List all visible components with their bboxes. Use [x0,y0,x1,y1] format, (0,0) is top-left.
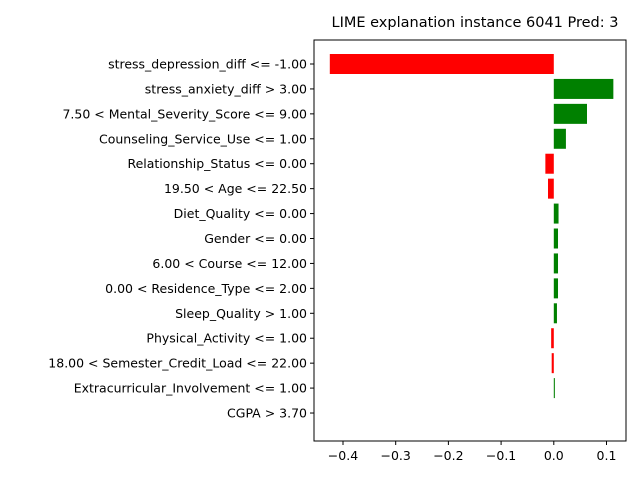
chart-title: LIME explanation instance 6041 Pred: 3 [332,15,619,31]
y-tick-label: stress_anxiety_diff > 3.00 [145,81,307,96]
x-tick-label: −0.4 [328,448,358,463]
y-tick-label: Counseling_Service_Use <= 1.00 [99,131,307,146]
bar [553,378,555,399]
bar [553,303,557,324]
y-tick-label: 19.50 < Age <= 22.50 [164,181,307,196]
y-tick-label: CGPA > 3.70 [227,406,307,421]
x-tick-label: −0.2 [433,448,463,463]
x-tick-label: 0.0 [544,448,564,463]
y-tick-label: Diet_Quality <= 0.00 [174,206,307,221]
x-tick-label: −0.3 [381,448,411,463]
bar [548,178,554,199]
bar [553,228,559,249]
y-tick-label: stress_depression_diff <= -1.00 [108,57,307,72]
bar [553,103,587,124]
bar [545,153,554,174]
x-tick-label: −0.1 [486,448,516,463]
y-tick-label: 6.00 < Course <= 12.00 [152,256,307,271]
bar [551,328,554,349]
bar [551,353,554,374]
y-tick-label: 7.50 < Mental_Severity_Score <= 9.00 [62,106,307,121]
bar [553,278,559,299]
x-tick-label: 0.1 [597,448,617,463]
y-tick-label: Extracurricular_Involvement <= 1.00 [74,381,307,396]
bar [553,128,566,149]
bar [553,203,559,224]
bars-layer [329,54,614,399]
y-tick-label: Physical_Activity <= 1.00 [146,331,307,346]
y-tick-label: Relationship_Status <= 0.00 [127,156,307,171]
y-tick-label: 0.00 < Residence_Type <= 2.00 [105,281,307,296]
y-tick-label: Gender <= 0.00 [204,231,307,246]
plot-frame [313,39,627,442]
y-tick-label: 18.00 < Semester_Credit_Load <= 22.00 [48,356,307,371]
bar [329,54,554,74]
y-ticks-layer: stress_depression_diff <= -1.00 stress_an… [48,57,314,421]
bar [553,78,614,99]
x-ticks-layer: −0.4 −0.3 −0.2 −0.1 0.0 0.1 [328,441,617,463]
bar [553,253,559,274]
y-tick-label: Sleep_Quality > 1.00 [175,306,307,321]
